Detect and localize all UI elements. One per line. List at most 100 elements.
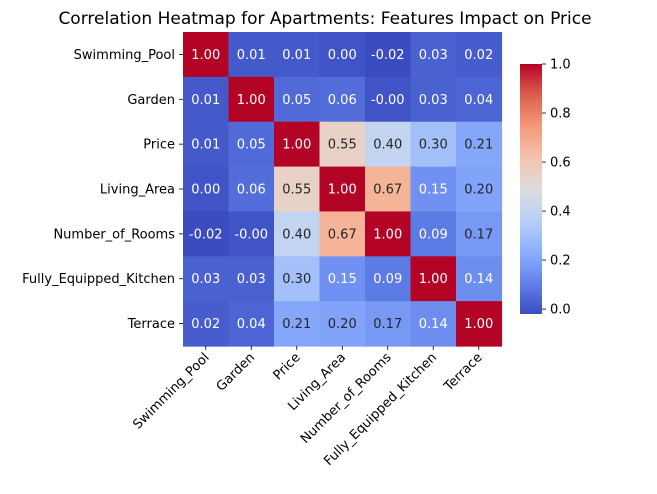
cell-value-label: 0.55: [282, 183, 311, 198]
heatmap-cell: [410, 256, 457, 302]
cell-value-label: 0.17: [464, 227, 493, 242]
cell-value-label: 0.03: [419, 93, 448, 108]
cell-value-label: 0.30: [419, 138, 448, 153]
heatmap-cell: [228, 211, 275, 257]
chart-title: Correlation Heatmap for Apartments: Feat…: [58, 9, 591, 29]
colorbar-tick-label: 0.8: [550, 107, 571, 122]
colorbar-tick-label: 0.0: [550, 303, 571, 318]
heatmap-cell: [274, 256, 321, 302]
cell-value-label: 0.67: [328, 227, 357, 242]
heatmap-cell: [183, 211, 230, 257]
cell-value-label: 0.02: [191, 317, 220, 332]
heatmap-cell: [274, 32, 321, 78]
heatmap-cell: [410, 76, 457, 123]
cell-value-label: 0.03: [419, 48, 448, 63]
heatmap-cell: [319, 166, 366, 213]
heatmap-cell: [410, 211, 457, 257]
cell-value-label: 1.00: [373, 227, 402, 242]
heatmap-cell: [319, 76, 366, 123]
colorbar-tick-label: 0.6: [550, 156, 571, 171]
heatmap-cell: [410, 301, 457, 347]
x-tick-label: Price: [271, 350, 304, 383]
heatmap-cell: [183, 121, 230, 168]
colorbar-tick-label: 0.4: [550, 205, 571, 220]
heatmap-cell: [183, 256, 230, 302]
heatmap-cell: [228, 166, 275, 213]
heatmap-cell: [228, 301, 275, 347]
heatmap-cell: [228, 121, 275, 168]
heatmap-cell: [456, 166, 503, 213]
cell-value-label: 0.30: [282, 272, 311, 287]
cell-value-label: -0.02: [189, 227, 223, 242]
y-tick-label: Living_Area: [100, 183, 175, 198]
cell-value-label: 1.00: [464, 317, 493, 332]
cell-value-label: 0.20: [464, 183, 493, 198]
cell-value-label: 0.01: [191, 138, 220, 153]
heatmap-cell: [365, 166, 412, 213]
heatmap-cell: [456, 301, 503, 347]
cell-value-label: -0.02: [371, 48, 405, 63]
cell-value-label: 0.17: [373, 317, 402, 332]
cell-value-label: 1.00: [419, 272, 448, 287]
cell-value-label: -0.00: [234, 227, 268, 242]
cell-value-label: -0.00: [371, 93, 405, 108]
colorbar-tick-label: 0.2: [550, 254, 571, 269]
cell-value-label: 0.02: [464, 48, 493, 63]
cell-value-label: 0.06: [237, 183, 266, 198]
heatmap-cell: [274, 301, 321, 347]
cell-value-label: 1.00: [328, 183, 357, 198]
cell-value-label: 0.67: [373, 183, 402, 198]
y-tick-label: Number_of_Rooms: [53, 227, 175, 242]
cell-value-label: 0.05: [237, 138, 266, 153]
heatmap-cell: [365, 76, 412, 123]
heatmap-cell: [319, 211, 366, 257]
x-tick-label: Garden: [214, 350, 258, 394]
cell-annotations: 1.00 0.01 0.01 0.00 -0.02 0.03 0.02 0.01 1.00 0.0…: [189, 48, 493, 332]
y-tick-label: Terrace: [127, 317, 175, 332]
heatmap-cell: [365, 301, 412, 347]
y-axis: Swimming_Pool Garden Price Living_Area Numbe…: [22, 48, 183, 332]
heatmap-cell: [319, 32, 366, 78]
heatmap-cells: [183, 32, 503, 347]
colorbar-gradient: [520, 64, 542, 314]
heatmap-cell: [274, 121, 321, 168]
y-tick-label: Garden: [127, 93, 175, 108]
heatmap-cell: [183, 166, 230, 213]
cell-value-label: 0.03: [237, 272, 266, 287]
heatmap-cell: [365, 32, 412, 78]
cell-value-label: 1.00: [237, 93, 266, 108]
heatmap-cell: [410, 32, 457, 78]
heatmap-cell: [183, 32, 230, 78]
cell-value-label: 0.40: [282, 227, 311, 242]
heatmap-cell: [456, 121, 503, 168]
heatmap-cell: [274, 166, 321, 213]
cell-value-label: 1.00: [282, 138, 311, 153]
cell-value-label: 0.01: [237, 48, 266, 63]
cell-value-label: 0.20: [328, 317, 357, 332]
heatmap-cell: [319, 301, 366, 347]
cell-value-label: 0.00: [328, 48, 357, 63]
heatmap-cell: [410, 121, 457, 168]
heatmap-cell: [183, 76, 230, 123]
heatmap-cell: [456, 211, 503, 257]
cell-value-label: 0.15: [419, 183, 448, 198]
cell-value-label: 0.01: [191, 93, 220, 108]
heatmap-cell: [228, 256, 275, 302]
heatmap-cell: [183, 301, 230, 347]
cell-value-label: 0.15: [328, 272, 357, 287]
cell-value-label: 0.14: [464, 272, 493, 287]
heatmap-cell: [456, 32, 503, 78]
heatmap-cell: [319, 256, 366, 302]
cell-value-label: 1.00: [191, 48, 220, 63]
y-tick-label: Swimming_Pool: [74, 48, 175, 63]
colorbar-tick-label: 1.0: [550, 58, 571, 73]
y-tick-label: Price: [143, 138, 175, 153]
cell-value-label: 0.09: [373, 272, 402, 287]
x-axis: Swimming_Pool Garden PriceLiving_AreaNumbe…: [130, 346, 486, 469]
heatmap-cell: [228, 76, 275, 123]
cell-value-label: 0.09: [419, 227, 448, 242]
heatmap-cell: [274, 76, 321, 123]
cell-value-label: 0.55: [328, 138, 357, 153]
heatmap-cell: [456, 76, 503, 123]
